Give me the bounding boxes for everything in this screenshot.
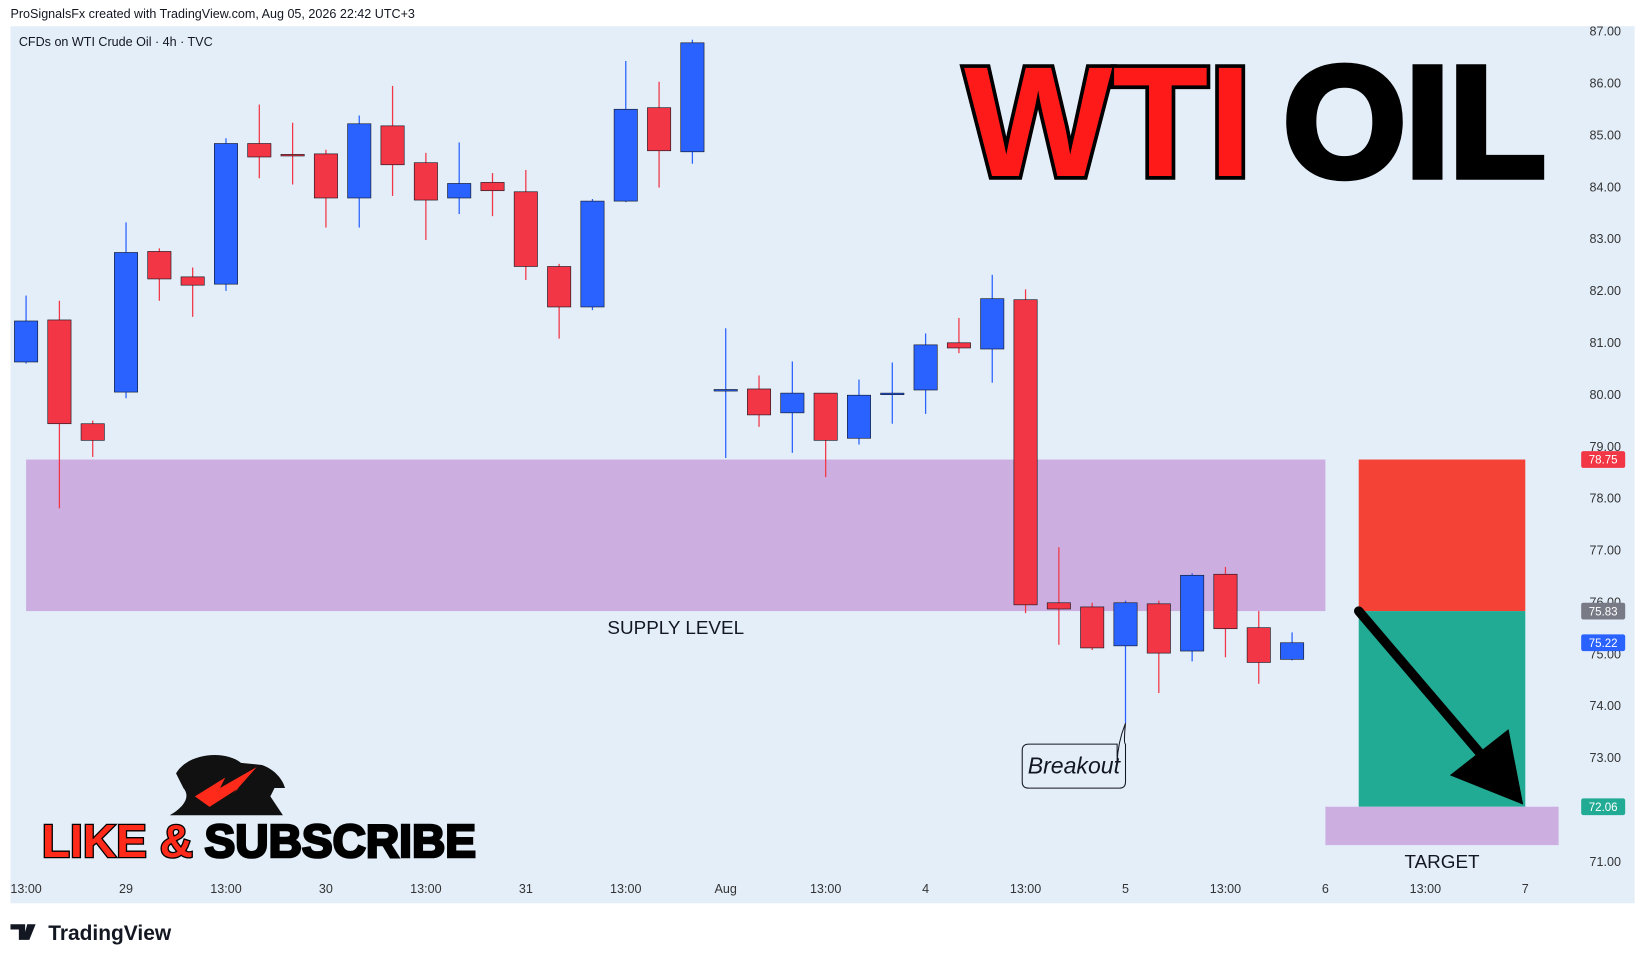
cta-red: LIKE & [42,815,193,867]
candle-body [80,423,105,441]
candle-body [1213,573,1238,630]
header: ProSignalsFx created with TradingView.co… [10,7,414,21]
candle-body [913,344,938,391]
candle-body [114,252,139,393]
breakout-label: Breakout [1028,752,1122,778]
x-tick-label: 13:00 [210,882,241,896]
candle-body [880,392,905,396]
candle-body [813,392,838,441]
y-tick-label: 74.00 [1590,699,1621,713]
price-label-box [1581,451,1626,468]
candle-body [214,143,238,285]
candle-body [680,42,705,153]
candle-body [447,183,472,199]
candle-body [780,392,805,414]
arrow-shaft [1353,606,1497,772]
x-tick-label: 13:00 [610,882,641,896]
cta: LIKE & SUBSCRIBE [42,815,476,867]
y-tick-label: 80.00 [1590,388,1621,402]
x-tick-label: Aug [715,882,737,896]
candle-body [613,108,638,202]
x-tick-label: 13:00 [810,882,841,896]
title-red: WTI [964,35,1252,210]
breakout-callout [1021,722,1127,789]
footer: TradingView [48,922,172,945]
candle-body [980,298,1005,350]
footer-logo [10,924,36,940]
price-label: 75.22 [1589,638,1618,650]
x-tick-label: 6 [1322,882,1329,896]
candle-body [413,162,438,201]
candle-body [180,276,205,286]
price-label-box [1581,602,1626,620]
x-tick-label: 4 [922,882,929,896]
price-label: 75.83 [1589,606,1618,618]
price-label: 78.75 [1589,455,1618,467]
y-tick-label: 83.00 [1590,232,1621,246]
x-tick-label: 13:00 [1210,882,1241,896]
y-tick-label: 84.00 [1590,180,1621,194]
candle-body [347,123,372,199]
y-tick-label: 71.00 [1590,855,1621,869]
y-tick-label: 86.00 [1590,76,1621,90]
price-label-box [1581,634,1626,652]
y-tick-label: 85.00 [1590,128,1621,142]
title-black: OIL [1283,35,1545,210]
x-tick-label: 5 [1122,882,1129,896]
candle-body [480,182,505,192]
candle-body [1280,642,1305,660]
y-tick-label: 77.00 [1590,544,1621,558]
candle-body [280,154,305,157]
chart-title: WTI OIL [964,35,1545,210]
candle-body [1246,627,1271,663]
y-tick-label: 78.00 [1590,492,1621,506]
x-tick-label: 31 [519,882,533,896]
candle-body [380,125,405,166]
x-tick-label: 29 [119,882,133,896]
supply-label: SUPPLY LEVEL [607,617,744,638]
candle-body [847,394,871,439]
candle-body [47,319,72,425]
candle-body [713,389,738,392]
candle-body [1180,574,1205,652]
symbol: CFDs on WTI Crude Oil · 4h · TVC [19,35,213,49]
x-tick-label: 13:00 [1410,882,1441,896]
x-tick-label: 13:00 [1010,882,1041,896]
price-label: 72.06 [1589,802,1618,814]
target-zone [1325,806,1559,846]
candle-body [147,251,172,280]
candle-body [580,200,605,308]
arrow-head [1449,729,1524,805]
x-tick-label: 30 [319,882,333,896]
price-label-box [1581,798,1626,816]
candle-body [247,143,272,158]
candle-body [1080,606,1105,649]
y-tick-label: 87.00 [1590,25,1621,39]
logo [169,755,286,816]
candle-body [14,320,39,363]
candle-body [1046,602,1071,610]
candle-body [647,107,672,152]
candle-body [513,191,538,267]
candle-body [747,388,772,416]
y-tick-label: 79.00 [1590,440,1621,454]
target-label: TARGET [1404,851,1480,872]
candle-body [1146,603,1171,654]
candle-body [946,342,971,349]
supply-zone [26,459,1326,612]
candle-body [1013,299,1038,606]
candle-body [1113,602,1138,647]
y-tick-label: 81.00 [1590,336,1621,350]
y-tick-label: 82.00 [1590,284,1621,298]
stop-zone [1358,459,1526,612]
x-tick-label: 13:00 [410,882,441,896]
x-tick-label: 13:00 [10,882,41,896]
cta-black: SUBSCRIBE [205,815,476,867]
x-tick-label: 7 [1522,882,1529,896]
y-tick-label: 73.00 [1590,751,1621,765]
candle-body [313,153,338,199]
candle-body [547,266,572,308]
